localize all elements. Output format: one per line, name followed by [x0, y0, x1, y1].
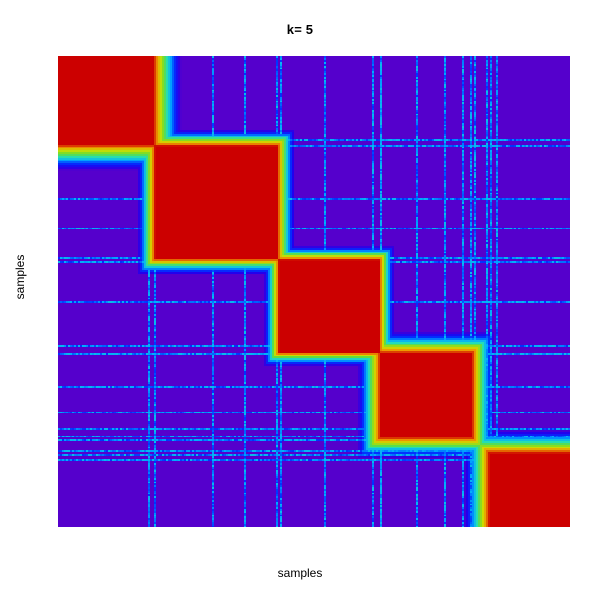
y-axis-label: samples: [13, 237, 27, 317]
consensus-matrix-plot: k= 5 samples samples: [0, 0, 600, 600]
page-title: k= 5: [0, 22, 600, 37]
heatmap-region: [58, 56, 570, 527]
consensus-heatmap-canvas: [58, 56, 570, 527]
x-axis-label: samples: [0, 566, 600, 580]
